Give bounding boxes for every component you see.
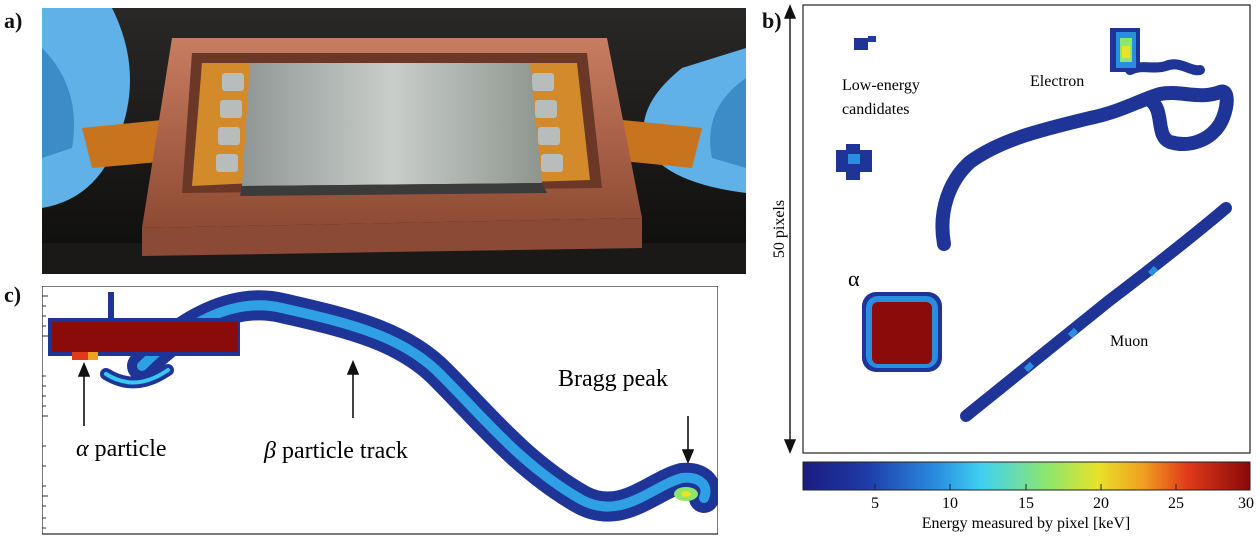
colorbar-tick-25: 25: [1168, 495, 1184, 512]
electron-hotspot: [1110, 28, 1140, 72]
low-energy-candidate-mid: [836, 144, 872, 180]
colorbar-label: Energy measured by pixel [keV]: [922, 515, 1131, 532]
beta-track-core: [137, 300, 711, 512]
panel-c-track-image: α particle β particle track Bragg peak: [42, 286, 718, 535]
panel-label-c: c): [4, 282, 22, 307]
alpha-blob-b: [862, 292, 942, 372]
panel-label-b: b): [762, 8, 782, 33]
colorbar-ticks: [874, 484, 1251, 490]
alpha-blob: [52, 322, 238, 352]
muon-label: Muon: [1110, 333, 1148, 350]
low-energy-label-2: candidates: [842, 101, 910, 118]
beta-track-label: β particle track: [263, 438, 408, 464]
scale-label: 50 pixels: [771, 200, 788, 258]
electron-label: Electron: [1030, 73, 1084, 90]
muon-track: [960, 202, 1232, 422]
panel-c-left-ticks: [42, 295, 48, 529]
colorbar-tick-5: 5: [871, 495, 879, 512]
low-energy-candidate-top: [854, 36, 876, 50]
detector-photo: [42, 8, 746, 274]
panel-label-a: a): [4, 8, 23, 33]
ccd-sensor: [242, 63, 542, 186]
panel-b-frame: [802, 4, 1251, 454]
low-energy-label-1: Low-energy: [842, 77, 920, 94]
scale-arrow: [783, 4, 797, 454]
colorbar-tick-15: 15: [1018, 495, 1034, 512]
colorbar-tick-20: 20: [1093, 495, 1109, 512]
alpha-particle-label: α particle: [76, 436, 167, 462]
right-flex-board: [522, 63, 590, 182]
electron-track: [935, 84, 1234, 251]
panel-c-arrows: [77, 359, 695, 465]
electron-track-tail: [1125, 59, 1205, 76]
bragg-peak-label: Bragg peak: [558, 366, 668, 392]
panel-b-event-image: 50 pixels Low-energy candidates Electron…: [771, 4, 1254, 532]
colorbar-tick-30: 30: [1238, 495, 1254, 512]
left-flex-board: [192, 63, 257, 186]
alpha-label-b: α: [848, 266, 860, 291]
colorbar-tick-10: 10: [942, 495, 958, 512]
